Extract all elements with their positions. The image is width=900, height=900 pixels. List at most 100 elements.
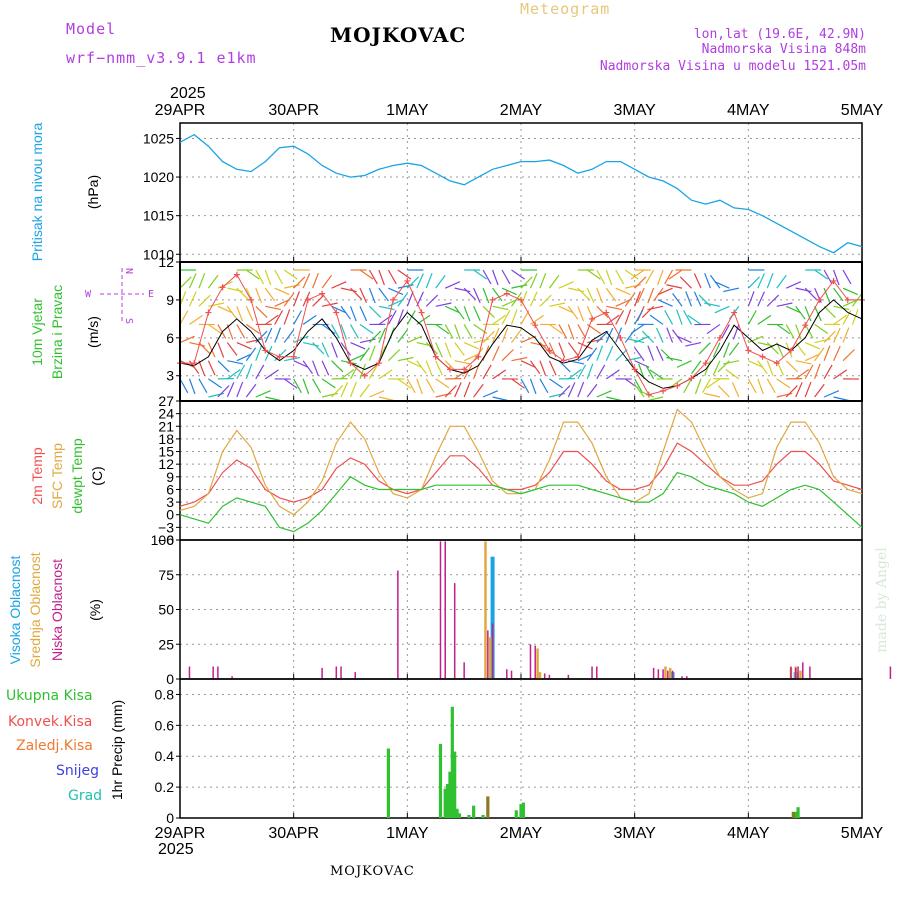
wind-arrow xyxy=(586,287,595,303)
wind-arrow xyxy=(501,349,514,362)
wind-arrow xyxy=(704,272,712,289)
y-tick-label: 6 xyxy=(166,481,174,497)
wind-arrow xyxy=(501,327,509,343)
wind-arrow xyxy=(425,378,435,394)
cloud-low-bar xyxy=(591,666,593,679)
wind-arrow xyxy=(397,378,412,389)
cloud-low-bar xyxy=(453,583,456,679)
wind-arrow xyxy=(198,294,211,307)
wind-arrow xyxy=(747,378,757,394)
top-time-label: 2MAY xyxy=(500,102,543,119)
wind-gust-marker xyxy=(816,296,823,303)
cloud-low-bar xyxy=(439,541,442,679)
wind-arrow xyxy=(814,269,829,280)
wind-gust-marker xyxy=(290,353,297,360)
wind-arrow xyxy=(283,309,291,325)
wind-arrow xyxy=(227,360,244,365)
cloud-mid-bar xyxy=(536,648,539,679)
wind-arrow xyxy=(245,269,260,280)
wind-arrow xyxy=(283,293,295,307)
wind-arrow xyxy=(340,342,352,356)
wind-arrow xyxy=(236,342,252,350)
precip-total-bar xyxy=(796,807,800,818)
wind-arrow xyxy=(425,294,439,307)
wind-arrow xyxy=(804,342,821,350)
wind-arrow xyxy=(634,310,644,325)
wind-gust-marker xyxy=(518,296,524,303)
wind-arrow xyxy=(482,390,499,398)
wind-arrow xyxy=(823,345,831,361)
wind-gust-marker xyxy=(219,284,226,291)
wind-arrow xyxy=(785,360,799,373)
wind-arrow xyxy=(378,269,385,286)
wind-arrow xyxy=(637,287,645,303)
cloud-low-bar xyxy=(794,667,797,679)
y-tick-label: 75 xyxy=(158,567,174,583)
wind-arrow xyxy=(814,363,821,380)
cloud-low-bar xyxy=(321,667,323,679)
wind-arrow xyxy=(368,269,378,285)
y-tick-label: 27 xyxy=(158,393,174,409)
wind-arrow xyxy=(704,392,721,398)
wind-gust-marker xyxy=(233,271,240,278)
wind-arrow xyxy=(706,378,721,389)
wind-arrow xyxy=(558,324,568,339)
y-tick-label: 18 xyxy=(158,431,174,447)
wind-arrow xyxy=(207,274,219,289)
wind-arrow xyxy=(567,305,579,320)
wind-arrow xyxy=(529,291,538,307)
wind-arrow xyxy=(444,360,458,373)
wind-arrow xyxy=(492,305,509,311)
y-tick-label: 0 xyxy=(166,810,174,826)
top-time-axis: 29APR 30APR 1MAY 2MAY 3MAY 4MAY 5MAY xyxy=(155,102,884,119)
wind-arrow xyxy=(255,305,268,318)
wind-compass: W E N S xyxy=(85,268,154,324)
temp-dewpoint-line xyxy=(179,471,863,533)
wind-arrow xyxy=(605,314,620,325)
wind-arrow xyxy=(369,330,382,343)
y-tick-label: 1010 xyxy=(143,246,174,262)
wind-arrow xyxy=(359,306,368,322)
wind-arrow xyxy=(712,342,721,358)
cloud-low-bar xyxy=(596,666,598,679)
precip-total-bar xyxy=(472,805,476,818)
precip-legend-freezing: Zaledj.Kisa xyxy=(16,738,93,754)
wind-arrow xyxy=(359,323,374,335)
wind-arrow xyxy=(683,310,693,325)
precip-total-bar xyxy=(519,804,523,818)
wind-arrow xyxy=(284,284,300,289)
cloud-mid-bar xyxy=(799,670,802,679)
pressure-panel: 1025 1020 1015 1010 xyxy=(143,122,863,263)
precip-total-bar xyxy=(794,811,798,818)
wind-arrow xyxy=(179,378,189,394)
pressure-unit: (hPa) xyxy=(85,175,101,209)
wind-arrow xyxy=(368,287,376,304)
y-tick-label: 9 xyxy=(166,469,174,485)
wind-arrow xyxy=(179,310,189,325)
wind-arrow xyxy=(586,383,598,398)
wind-arrow xyxy=(748,335,764,344)
wind-arrow xyxy=(757,291,765,307)
wind-arrow xyxy=(664,269,674,285)
wind-arrow xyxy=(359,269,374,280)
wind-arrow xyxy=(657,299,673,307)
cloud-low-bar xyxy=(889,666,892,679)
wind-arrow xyxy=(757,314,772,325)
wind-arrow xyxy=(207,342,216,358)
wind-arrow xyxy=(851,309,859,325)
wind-arrow xyxy=(823,305,836,318)
wind-arrow xyxy=(340,324,348,340)
wind-arrow xyxy=(842,299,858,307)
wind-arrow xyxy=(804,306,812,322)
cloud-low-bar xyxy=(354,672,356,679)
wind-arrow xyxy=(577,353,593,362)
wind-arrow xyxy=(814,306,822,322)
wind-arrow xyxy=(246,338,263,344)
wind-arrow xyxy=(217,360,230,373)
wind-arrow xyxy=(657,287,673,296)
wind-arrow xyxy=(647,345,655,361)
wind-arrow xyxy=(368,364,378,380)
wind-arrow xyxy=(539,294,552,307)
wind-arrow xyxy=(188,378,196,395)
wind-gust-marker xyxy=(390,296,397,303)
